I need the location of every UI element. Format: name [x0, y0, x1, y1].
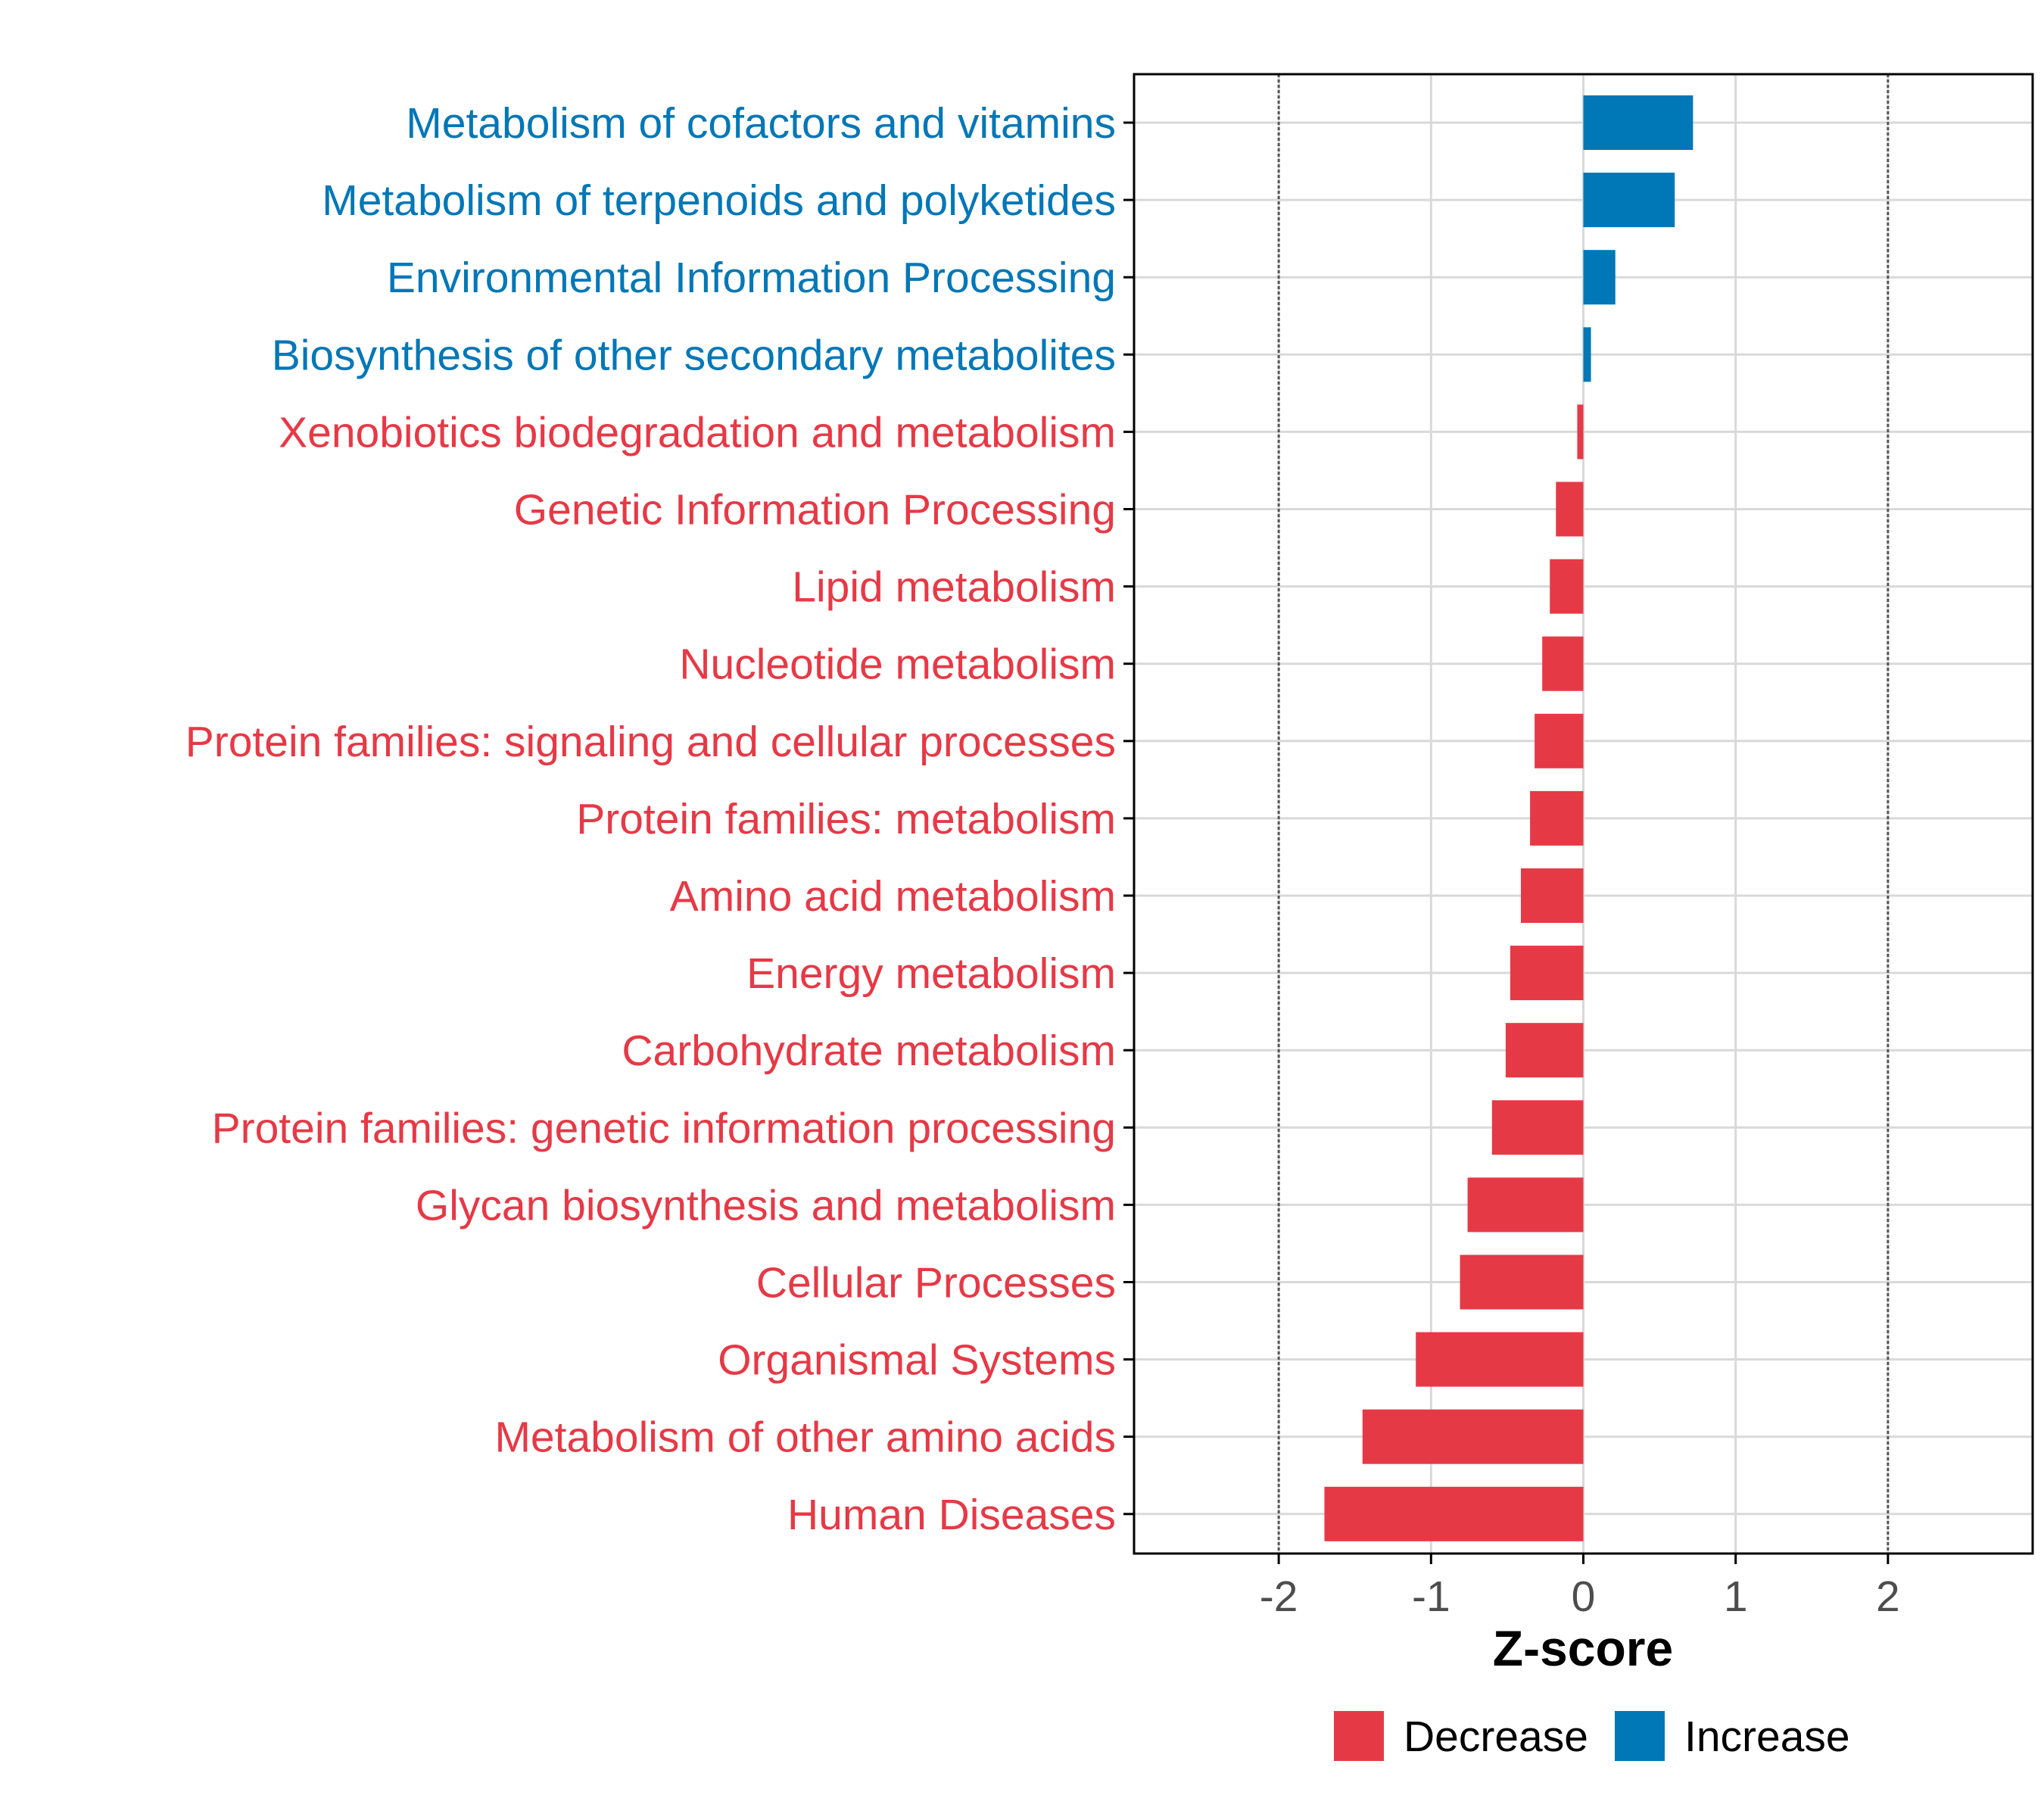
- category-label-metabolism-of-terpenoids-and-polyketides: Metabolism of terpenoids and polyketides: [322, 176, 1116, 225]
- x-tick-label-0: 0: [1572, 1572, 1596, 1621]
- category-labels: Metabolism of cofactors and vitamins Meta…: [185, 99, 1116, 1539]
- bar-metabolism-of-other-amino-acids: [1362, 1409, 1584, 1464]
- bar-xenobiotics-biodegradation-and-metabolism: [1577, 404, 1584, 460]
- legend-label-increase: Increase: [1684, 1713, 1850, 1761]
- bar-carbohydrate-metabolism: [1505, 1023, 1584, 1078]
- legend: Decrease Increase: [1334, 1711, 1850, 1761]
- x-tick-labels: -2 -1 0 1 2: [1260, 1572, 1900, 1621]
- bar-environmental-information-processing: [1583, 250, 1616, 305]
- category-label-human-diseases: Human Diseases: [787, 1491, 1116, 1539]
- y-axis-ticks: [1123, 121, 1134, 1516]
- category-label-energy-metabolism: Energy metabolism: [746, 949, 1116, 998]
- category-label-xenobiotics-biodegradation-and-metabolism: Xenobiotics biodegradation and metabolis…: [279, 408, 1116, 457]
- bar-protein-families-signaling-and-cellular-processes: [1535, 713, 1584, 768]
- bar-metabolism-of-terpenoids-and-polyketides: [1583, 173, 1675, 228]
- category-label-protein-families-genetic-information-processing: Protein families: genetic information pr…: [212, 1104, 1116, 1152]
- legend-label-decrease: Decrease: [1404, 1713, 1588, 1761]
- bar-cellular-processes: [1460, 1254, 1584, 1310]
- bar-genetic-information-processing: [1556, 482, 1584, 537]
- legend-key-decrease: [1334, 1711, 1384, 1761]
- bar-human-diseases: [1324, 1486, 1584, 1541]
- category-label-protein-families-metabolism: Protein families: metabolism: [576, 795, 1116, 843]
- category-label-cellular-processes: Cellular Processes: [756, 1259, 1116, 1307]
- bar-organismal-systems: [1416, 1332, 1584, 1387]
- category-label-metabolism-of-cofactors-and-vitamins: Metabolism of cofactors and vitamins: [406, 99, 1116, 148]
- category-label-biosynthesis-of-other-secondary-metabolites: Biosynthesis of other secondary metaboli…: [272, 331, 1116, 379]
- category-label-genetic-information-processing: Genetic Information Processing: [514, 486, 1116, 535]
- x-tick-label--2: -2: [1260, 1572, 1298, 1621]
- x-axis-title: Z-score: [1493, 1620, 1673, 1676]
- bar-lipid-metabolism: [1550, 559, 1584, 614]
- x-axis-ticks: [1277, 1554, 1890, 1564]
- bar-energy-metabolism: [1510, 946, 1584, 1001]
- bars: [1324, 95, 1693, 1541]
- category-label-environmental-information-processing: Environmental Information Processing: [387, 254, 1116, 302]
- x-tick-label-2: 2: [1876, 1572, 1900, 1621]
- bar-glycan-biosynthesis-and-metabolism: [1467, 1177, 1584, 1233]
- bar-protein-families-metabolism: [1530, 790, 1584, 846]
- bar-metabolism-of-cofactors-and-vitamins: [1583, 95, 1693, 150]
- category-label-lipid-metabolism: Lipid metabolism: [792, 563, 1116, 612]
- category-label-organismal-systems: Organismal Systems: [718, 1336, 1116, 1385]
- category-label-metabolism-of-other-amino-acids: Metabolism of other amino acids: [494, 1413, 1116, 1462]
- bar-protein-families-genetic-information-processing: [1491, 1100, 1584, 1155]
- category-label-amino-acid-metabolism: Amino acid metabolism: [670, 872, 1116, 921]
- bar-biosynthesis-of-other-secondary-metabolites: [1583, 327, 1591, 382]
- threshold-lines: [1277, 74, 1890, 1554]
- category-label-nucleotide-metabolism: Nucleotide metabolism: [679, 640, 1116, 689]
- x-tick-label-1: 1: [1724, 1572, 1748, 1621]
- x-tick-label--1: -1: [1412, 1572, 1450, 1621]
- category-label-protein-families-signaling-and-cellular-processes: Protein families: signaling and cellular…: [185, 718, 1116, 766]
- category-label-glycan-biosynthesis-and-metabolism: Glycan biosynthesis and metabolism: [416, 1181, 1116, 1230]
- legend-key-increase: [1615, 1711, 1665, 1761]
- bar-nucleotide-metabolism: [1542, 636, 1584, 691]
- bar-amino-acid-metabolism: [1521, 868, 1584, 923]
- category-label-carbohydrate-metabolism: Carbohydrate metabolism: [622, 1027, 1116, 1075]
